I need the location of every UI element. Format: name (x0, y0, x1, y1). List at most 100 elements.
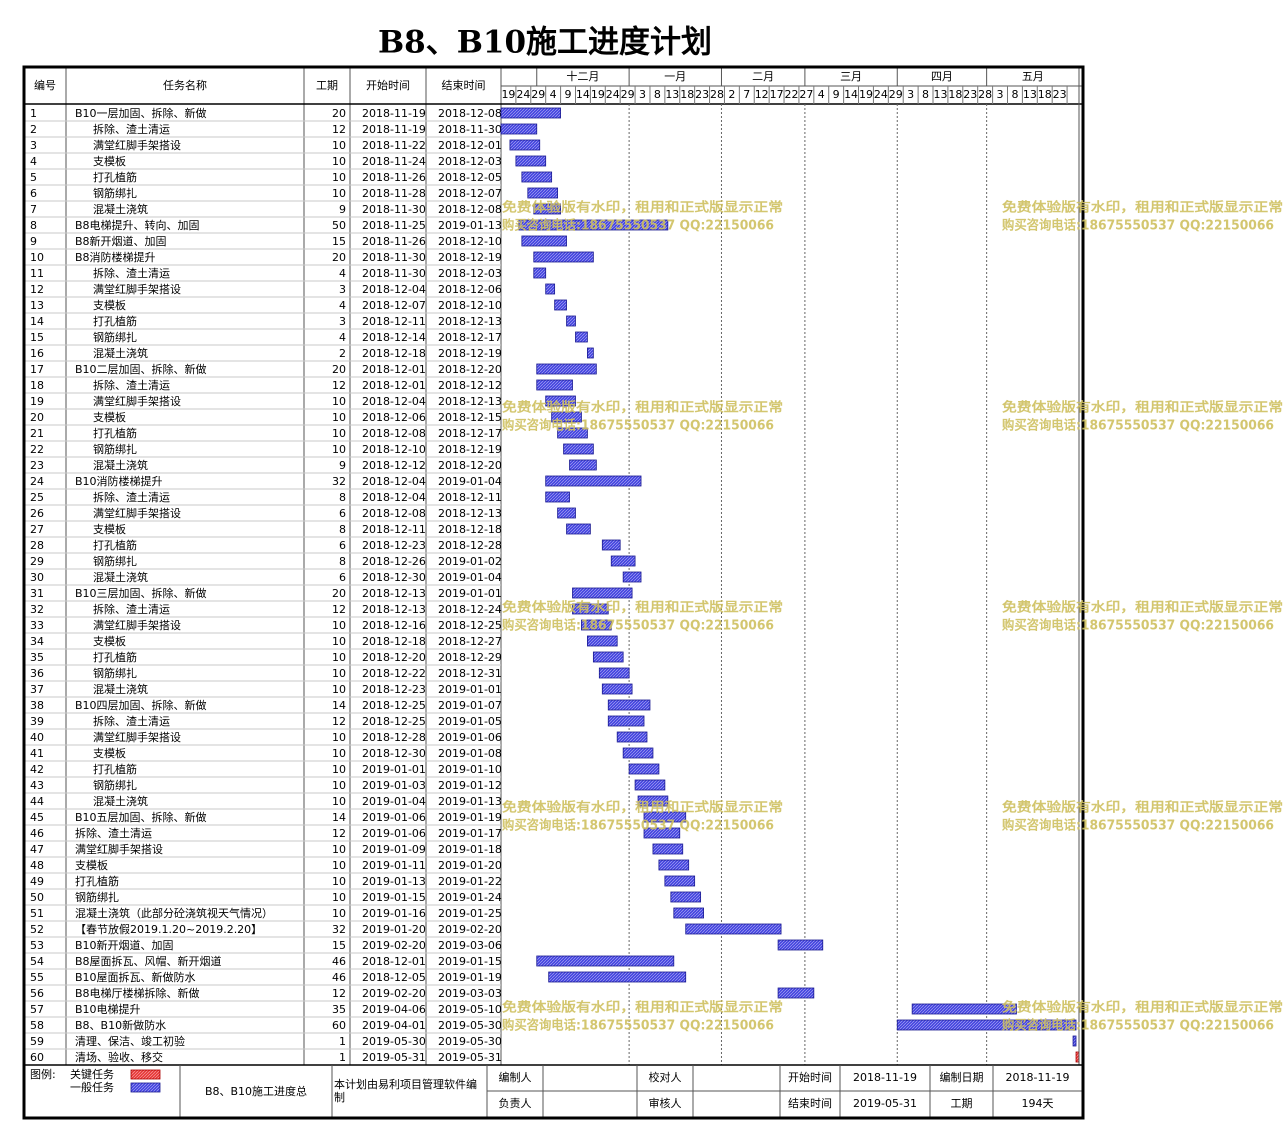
task-name: 拆除、渣土清运 (93, 266, 170, 280)
task-days: 2 (339, 347, 346, 360)
task-no: 33 (30, 619, 44, 632)
task-end: 2018-12-06 (438, 283, 502, 296)
task-no: 25 (30, 491, 44, 504)
task-end: 2019-01-13 (438, 219, 502, 232)
task-start: 2018-12-13 (362, 587, 426, 600)
task-bar (634, 779, 666, 791)
task-name: 打孔植筋 (93, 170, 137, 184)
task-name: 清理、保洁、竣工初验 (75, 1034, 185, 1048)
task-start: 2018-11-25 (362, 219, 426, 232)
task-days: 15 (332, 235, 346, 248)
task-start: 2018-12-08 (362, 427, 426, 440)
task-start: 2018-12-08 (362, 507, 426, 520)
task-end: 2019-03-06 (438, 939, 502, 952)
task-no: 2 (30, 123, 37, 136)
task-no: 29 (30, 555, 44, 568)
task-no: 42 (30, 763, 44, 776)
task-start: 2019-05-30 (362, 1035, 426, 1048)
task-end: 2018-11-30 (438, 123, 502, 136)
footer-cell: 2019-05-31 (853, 1097, 917, 1110)
task-name: 混凝土浇筑 (93, 202, 148, 216)
task-name: 打孔植筋 (93, 314, 137, 328)
task-no: 24 (30, 475, 44, 488)
task-bar (545, 395, 576, 407)
task-end: 2018-12-20 (438, 459, 502, 472)
task-start: 2018-11-26 (362, 235, 426, 248)
task-end: 2019-01-04 (438, 571, 502, 584)
task-bar (587, 347, 594, 359)
task-bar (658, 859, 690, 871)
task-start: 2019-01-16 (362, 907, 426, 920)
task-no: 13 (30, 299, 44, 312)
task-bar (607, 715, 645, 727)
task-bar (601, 683, 633, 695)
day-label: 29 (621, 88, 635, 101)
task-days: 10 (332, 411, 346, 424)
day-label: 19 (591, 88, 605, 101)
task-bar (896, 1019, 1077, 1031)
day-label: 9 (833, 88, 840, 101)
task-no: 10 (30, 251, 44, 264)
task-start: 2018-12-28 (362, 731, 426, 744)
day-label: 3 (907, 88, 914, 101)
footer-cell: 工期 (951, 1097, 973, 1110)
task-name: 满堂红脚手架搭设 (93, 618, 181, 632)
task-name: 钢筋绑扎 (93, 442, 137, 456)
task-name: B10三层加固、拆除、新做 (75, 586, 207, 600)
watermark: 购买咨询电话:18675550537 QQ:22150066 (1002, 818, 1274, 834)
task-start: 2018-11-28 (362, 187, 426, 200)
task-start: 2019-05-31 (362, 1051, 426, 1064)
task-bar (777, 987, 815, 999)
watermark: 购买咨询电话:18675550537 QQ:22150066 (1002, 1018, 1274, 1034)
task-start: 2018-12-04 (362, 283, 426, 296)
task-days: 10 (332, 187, 346, 200)
task-name: B10四层加固、拆除、新做 (75, 698, 207, 712)
task-end: 2019-01-01 (438, 683, 502, 696)
day-label: 23 (695, 88, 709, 101)
day-label: 8 (1011, 88, 1018, 101)
task-bar (536, 955, 675, 967)
task-days: 10 (332, 731, 346, 744)
task-end: 2019-01-06 (438, 731, 502, 744)
legend-normal: 一般任务 (70, 1081, 114, 1094)
task-bar (598, 667, 630, 679)
day-label: 27 (799, 88, 813, 101)
task-end: 2018-12-10 (438, 299, 502, 312)
task-days: 10 (332, 155, 346, 168)
task-days: 10 (332, 843, 346, 856)
footer-cell: 开始时间 (788, 1070, 832, 1084)
task-no: 43 (30, 779, 44, 792)
task-days: 8 (339, 491, 346, 504)
task-bar (566, 523, 591, 535)
task-days: 10 (332, 443, 346, 456)
task-start: 2018-12-07 (362, 299, 426, 312)
task-bar (527, 187, 559, 199)
task-end: 2018-12-31 (438, 667, 502, 680)
task-days: 1 (339, 1051, 346, 1064)
task-no: 5 (30, 171, 37, 184)
task-days: 10 (332, 747, 346, 760)
task-start: 2018-12-18 (362, 635, 426, 648)
task-no: 18 (30, 379, 44, 392)
task-bar (572, 603, 609, 615)
day-label: 24 (516, 88, 530, 101)
task-bar (500, 107, 561, 119)
task-no: 8 (30, 219, 37, 232)
task-bar (569, 459, 597, 471)
task-bar (500, 123, 538, 135)
task-no: 22 (30, 443, 44, 456)
task-bar (575, 331, 588, 343)
task-name: 混凝土浇筑 (93, 346, 148, 360)
task-start: 2019-01-04 (362, 795, 426, 808)
month-label: 五月 (1022, 70, 1044, 83)
task-bar (545, 475, 642, 487)
day-label: 24 (606, 88, 620, 101)
task-no: 44 (30, 795, 44, 808)
day-label: 18 (1038, 88, 1052, 101)
task-bar (518, 219, 669, 231)
day-label: 23 (1053, 88, 1067, 101)
task-name: B10电梯提升 (75, 1003, 141, 1016)
day-label: 29 (889, 88, 903, 101)
task-days: 20 (332, 251, 346, 264)
task-no: 4 (30, 155, 37, 168)
